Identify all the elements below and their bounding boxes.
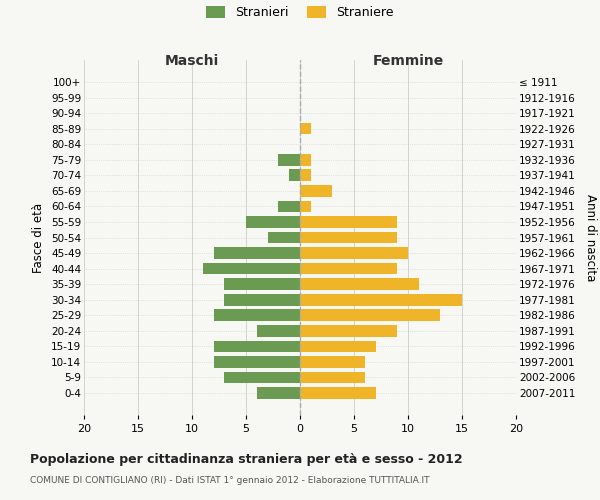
Bar [300, 294, 462, 306]
Bar [289, 170, 300, 181]
Text: Popolazione per cittadinanza straniera per età e sesso - 2012: Popolazione per cittadinanza straniera p… [30, 452, 463, 466]
Bar [300, 123, 311, 134]
Bar [203, 263, 300, 274]
Bar [300, 310, 440, 321]
Bar [246, 216, 300, 228]
Text: COMUNE DI CONTIGLIANO (RI) - Dati ISTAT 1° gennaio 2012 - Elaborazione TUTTITALI: COMUNE DI CONTIGLIANO (RI) - Dati ISTAT … [30, 476, 430, 485]
Bar [300, 216, 397, 228]
Bar [300, 200, 311, 212]
Bar [224, 372, 300, 384]
Legend: Stranieri, Straniere: Stranieri, Straniere [206, 6, 394, 19]
Bar [214, 247, 300, 259]
Bar [300, 278, 419, 290]
Bar [214, 356, 300, 368]
Bar [278, 200, 300, 212]
Bar [214, 340, 300, 352]
Bar [300, 325, 397, 336]
Bar [214, 310, 300, 321]
Bar [278, 154, 300, 166]
Text: Femmine: Femmine [373, 54, 443, 68]
Bar [300, 387, 376, 399]
Bar [300, 356, 365, 368]
Bar [300, 372, 365, 384]
Text: Maschi: Maschi [165, 54, 219, 68]
Bar [300, 154, 311, 166]
Bar [300, 247, 408, 259]
Bar [300, 340, 376, 352]
Bar [257, 325, 300, 336]
Y-axis label: Fasce di età: Fasce di età [32, 202, 46, 272]
Bar [268, 232, 300, 243]
Y-axis label: Anni di nascita: Anni di nascita [584, 194, 597, 281]
Bar [224, 278, 300, 290]
Bar [300, 170, 311, 181]
Bar [224, 294, 300, 306]
Bar [300, 185, 332, 196]
Bar [300, 263, 397, 274]
Bar [257, 387, 300, 399]
Bar [300, 232, 397, 243]
